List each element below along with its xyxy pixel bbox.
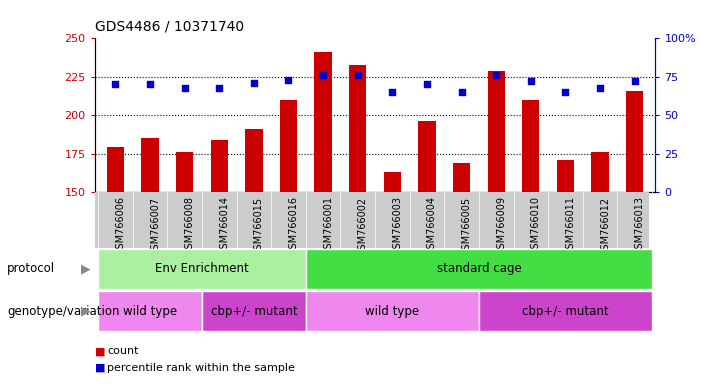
Bar — [98, 248, 306, 289]
Bar — [280, 100, 297, 192]
Point — [283, 77, 294, 83]
Bar — [306, 291, 479, 331]
Bar — [522, 100, 540, 192]
Point — [421, 81, 433, 88]
Text: GSM766016: GSM766016 — [289, 197, 299, 255]
Point — [491, 72, 502, 78]
Text: ▶: ▶ — [81, 305, 91, 318]
Point — [560, 89, 571, 95]
Point — [525, 78, 536, 84]
Text: ■: ■ — [95, 363, 105, 373]
Text: GSM766009: GSM766009 — [496, 197, 506, 255]
Text: wild type: wild type — [365, 305, 419, 318]
Text: GDS4486 / 10371740: GDS4486 / 10371740 — [95, 19, 244, 33]
Text: GSM766003: GSM766003 — [393, 197, 402, 255]
Text: Env Enrichment: Env Enrichment — [155, 262, 249, 275]
Text: protocol: protocol — [7, 262, 55, 275]
Point — [594, 84, 606, 91]
Text: standard cage: standard cage — [437, 262, 522, 275]
Point — [214, 84, 225, 91]
Text: GSM766005: GSM766005 — [461, 197, 472, 256]
Bar — [202, 291, 306, 331]
Point — [456, 89, 467, 95]
Point — [629, 78, 640, 84]
Bar — [349, 65, 367, 192]
Bar — [142, 138, 158, 192]
Text: cbp+/- mutant: cbp+/- mutant — [522, 305, 608, 318]
Text: GSM766007: GSM766007 — [150, 197, 160, 256]
Bar — [626, 91, 644, 192]
Text: percentile rank within the sample: percentile rank within the sample — [107, 363, 295, 373]
Point — [318, 72, 329, 78]
Point — [387, 89, 398, 95]
Bar — [418, 121, 435, 192]
Bar — [176, 152, 193, 192]
Bar — [245, 129, 263, 192]
Bar — [557, 160, 574, 192]
Point — [179, 84, 190, 91]
Bar — [453, 163, 470, 192]
Point — [248, 80, 259, 86]
Text: GSM766002: GSM766002 — [358, 197, 368, 256]
Bar — [315, 52, 332, 192]
Text: GSM766006: GSM766006 — [116, 197, 125, 255]
Text: GSM766010: GSM766010 — [531, 197, 540, 255]
Text: ■: ■ — [95, 346, 105, 356]
Text: cbp+/- mutant: cbp+/- mutant — [210, 305, 297, 318]
Text: GSM766012: GSM766012 — [600, 197, 610, 256]
Bar — [210, 140, 228, 192]
Text: wild type: wild type — [123, 305, 177, 318]
Bar — [487, 71, 505, 192]
Text: ▶: ▶ — [81, 262, 91, 275]
Text: GSM766011: GSM766011 — [566, 197, 576, 255]
Text: GSM766001: GSM766001 — [323, 197, 333, 255]
Text: GSM766013: GSM766013 — [634, 197, 645, 255]
Bar — [98, 291, 202, 331]
Bar — [592, 152, 608, 192]
Bar — [383, 172, 401, 192]
Bar — [306, 248, 652, 289]
Text: GSM766014: GSM766014 — [219, 197, 229, 255]
Point — [144, 81, 156, 88]
Text: genotype/variation: genotype/variation — [7, 305, 119, 318]
Text: GSM766015: GSM766015 — [254, 197, 264, 256]
Point — [110, 81, 121, 88]
Bar — [479, 291, 652, 331]
Bar — [107, 147, 124, 192]
Text: count: count — [107, 346, 139, 356]
Text: GSM766004: GSM766004 — [427, 197, 437, 255]
Text: GSM766008: GSM766008 — [184, 197, 195, 255]
Point — [352, 72, 363, 78]
